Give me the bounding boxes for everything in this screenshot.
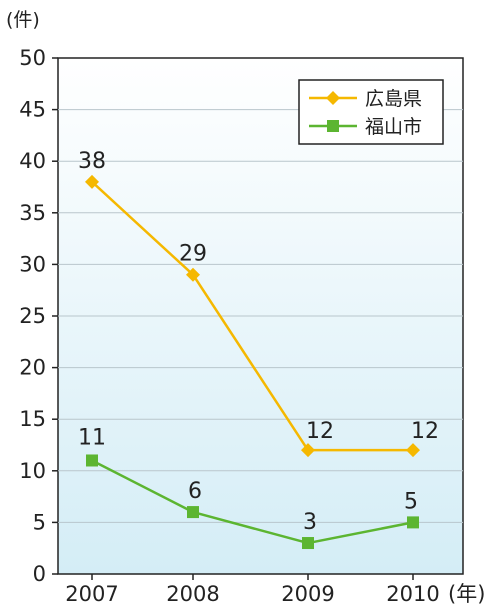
legend-marker-diamond — [326, 91, 340, 105]
series-line-0 — [91, 180, 413, 452]
y-tick-label: 20 — [19, 356, 46, 380]
legend-box — [298, 79, 444, 145]
y-tick-label: 40 — [19, 149, 46, 173]
legend-label: 福山市 — [365, 116, 422, 138]
y-axis-ticks: 0 5 10 15 20 25 30 35 40 45 50 — [19, 46, 58, 586]
x-tick-label: 2008 — [166, 582, 219, 606]
data-labels: 38 29 12 12 11 6 3 5 — [78, 149, 439, 535]
data-point-square — [302, 537, 314, 550]
x-unit-label: (年) — [448, 582, 485, 606]
data-label: 3 — [303, 510, 317, 535]
data-point-square — [187, 506, 199, 519]
legend-marker-square — [327, 120, 339, 132]
data-label: 12 — [306, 419, 334, 444]
data-label: 5 — [404, 489, 418, 514]
y-tick-label: 0 — [33, 562, 46, 586]
y-tick-label: 25 — [19, 304, 46, 328]
series-line-1 — [91, 459, 414, 545]
y-tick-label: 10 — [19, 459, 46, 483]
x-tick-label: 2009 — [281, 582, 334, 606]
y-tick-label: 15 — [19, 407, 46, 431]
data-label: 11 — [78, 425, 106, 450]
data-point-square — [86, 454, 98, 467]
data-label: 29 — [179, 242, 207, 267]
data-point-diamond — [85, 174, 99, 189]
data-label: 6 — [188, 479, 202, 504]
data-point-diamond — [406, 443, 420, 458]
x-axis-ticks: 2007 2008 2009 2010 — [65, 574, 440, 606]
x-tick-label: 2007 — [65, 582, 118, 606]
y-tick-label: 30 — [19, 252, 46, 276]
data-point-diamond — [301, 443, 315, 458]
series-lines — [85, 174, 420, 550]
y-tick-label: 35 — [19, 201, 46, 225]
data-label: 38 — [78, 149, 106, 174]
legend-label: 広島県 — [365, 88, 422, 110]
y-tick-label: 5 — [33, 510, 46, 534]
y-tick-label: 50 — [19, 46, 46, 70]
y-tick-label: 45 — [19, 98, 46, 122]
data-point-square — [407, 516, 419, 529]
data-point-diamond — [186, 267, 200, 282]
x-tick-label: 2010 — [386, 582, 439, 606]
y-unit-label: (件) — [6, 9, 40, 31]
data-label: 12 — [411, 419, 439, 444]
